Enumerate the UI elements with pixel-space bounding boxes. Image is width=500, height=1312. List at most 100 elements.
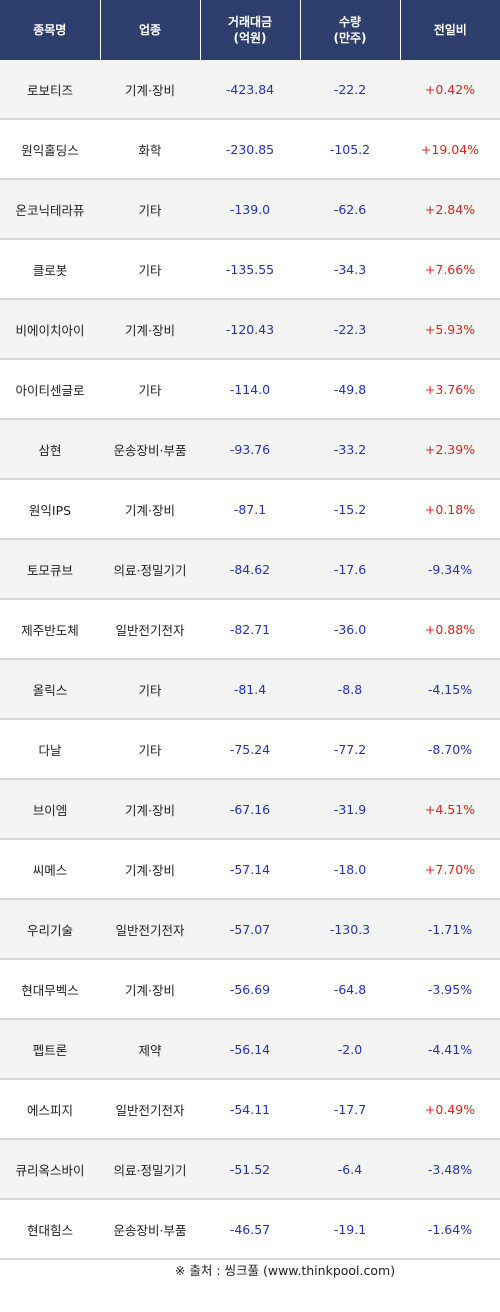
cell-sector: 기계·장비 <box>100 60 200 120</box>
cell-volume: -22.2 <box>300 60 400 120</box>
table-row: 우리기술 일반전기전자 -57.07 -130.3 -1.71% <box>0 899 500 960</box>
cell-name: 아이티센글로 <box>0 359 100 420</box>
cell-change: +2.39% <box>400 419 500 480</box>
cell-amount: -230.85 <box>200 119 300 180</box>
cell-amount: -120.43 <box>200 299 300 360</box>
header-row: 종목명 업종 거래대금 (억원) 수량 (만주) 전일비 <box>0 0 500 60</box>
cell-volume: -6.4 <box>300 1139 400 1200</box>
header-change: 전일비 <box>400 0 500 60</box>
cell-volume: -33.2 <box>300 419 400 480</box>
cell-sector: 기타 <box>100 719 200 780</box>
cell-name: 로보티즈 <box>0 60 100 120</box>
table-row: 아이티센글로 기타 -114.0 -49.8 +3.76% <box>0 359 500 420</box>
cell-change: +19.04% <box>400 119 500 180</box>
cell-sector: 일반전기전자 <box>100 599 200 660</box>
cell-change: +3.76% <box>400 359 500 420</box>
cell-amount: -56.14 <box>200 1019 300 1080</box>
cell-sector: 기계·장비 <box>100 299 200 360</box>
cell-name: 다날 <box>0 719 100 780</box>
cell-change: +0.42% <box>400 60 500 120</box>
table-body: 로보티즈 기계·장비 -423.84 -22.2 +0.42% 원익홀딩스 화학 -230.8… <box>0 60 500 1260</box>
table-row: 비에이치아이 기계·장비 -120.43 -22.3 +5.93% <box>0 299 500 360</box>
cell-sector: 제약 <box>100 1019 200 1080</box>
cell-change: -3.95% <box>400 959 500 1020</box>
cell-sector: 일반전기전자 <box>100 899 200 960</box>
cell-volume: -19.1 <box>300 1199 400 1260</box>
cell-amount: -84.62 <box>200 539 300 600</box>
cell-change: +0.49% <box>400 1079 500 1140</box>
cell-change: -4.15% <box>400 659 500 720</box>
cell-sector: 기계·장비 <box>100 959 200 1020</box>
cell-name: 큐리옥스바이 <box>0 1139 100 1200</box>
cell-sector: 의료·정밀기기 <box>100 539 200 600</box>
cell-amount: -81.4 <box>200 659 300 720</box>
table-row: 클로봇 기타 -135.55 -34.3 +7.66% <box>0 239 500 300</box>
cell-amount: -423.84 <box>200 60 300 120</box>
table-row: 올릭스 기타 -81.4 -8.8 -4.15% <box>0 659 500 720</box>
cell-sector: 기타 <box>100 359 200 420</box>
cell-change: -8.70% <box>400 719 500 780</box>
cell-change: +7.66% <box>400 239 500 300</box>
table-row: 다날 기타 -75.24 -77.2 -8.70% <box>0 719 500 780</box>
cell-volume: -15.2 <box>300 479 400 540</box>
cell-change: -9.34% <box>400 539 500 600</box>
cell-change: -3.48% <box>400 1139 500 1200</box>
cell-amount: -54.11 <box>200 1079 300 1140</box>
cell-amount: -57.14 <box>200 839 300 900</box>
cell-sector: 기계·장비 <box>100 779 200 840</box>
cell-name: 비에이치아이 <box>0 299 100 360</box>
cell-amount: -93.76 <box>200 419 300 480</box>
table-row: 제주반도체 일반전기전자 -82.71 -36.0 +0.88% <box>0 599 500 660</box>
cell-change: +0.18% <box>400 479 500 540</box>
cell-sector: 운송장비·부품 <box>100 419 200 480</box>
header-name: 종목명 <box>0 0 101 60</box>
cell-amount: -56.69 <box>200 959 300 1020</box>
cell-volume: -17.7 <box>300 1079 400 1140</box>
cell-change: -1.64% <box>400 1199 500 1260</box>
table-row: 펩트론 제약 -56.14 -2.0 -4.41% <box>0 1019 500 1080</box>
table-row: 온코닉테라퓨 기타 -139.0 -62.6 +2.84% <box>0 179 500 240</box>
cell-volume: -31.9 <box>300 779 400 840</box>
cell-amount: -135.55 <box>200 239 300 300</box>
cell-sector: 기타 <box>100 239 200 300</box>
cell-volume: -49.8 <box>300 359 400 420</box>
cell-change: +5.93% <box>400 299 500 360</box>
cell-volume: -64.8 <box>300 959 400 1020</box>
header-volume: 수량 (만주) <box>300 0 401 60</box>
table-row: 현대무벡스 기계·장비 -56.69 -64.8 -3.95% <box>0 959 500 1020</box>
table-row: 브이엠 기계·장비 -67.16 -31.9 +4.51% <box>0 779 500 840</box>
cell-name: 브이엠 <box>0 779 100 840</box>
cell-amount: -57.07 <box>200 899 300 960</box>
table-row: 씨메스 기계·장비 -57.14 -18.0 +7.70% <box>0 839 500 900</box>
cell-name: 삼현 <box>0 419 100 480</box>
cell-sector: 의료·정밀기기 <box>100 1139 200 1200</box>
cell-amount: -82.71 <box>200 599 300 660</box>
cell-volume: -130.3 <box>300 899 400 960</box>
cell-name: 원익IPS <box>0 479 100 540</box>
cell-sector: 기계·장비 <box>100 839 200 900</box>
cell-name: 토모큐브 <box>0 539 100 600</box>
cell-change: +7.70% <box>400 839 500 900</box>
cell-name: 현대힘스 <box>0 1199 100 1260</box>
table-row: 큐리옥스바이 의료·정밀기기 -51.52 -6.4 -3.48% <box>0 1139 500 1200</box>
cell-volume: -22.3 <box>300 299 400 360</box>
cell-sector: 운송장비·부품 <box>100 1199 200 1260</box>
cell-amount: -46.57 <box>200 1199 300 1260</box>
cell-amount: -87.1 <box>200 479 300 540</box>
table-row: 토모큐브 의료·정밀기기 -84.62 -17.6 -9.34% <box>0 539 500 600</box>
table-row: 에스피지 일반전기전자 -54.11 -17.7 +0.49% <box>0 1079 500 1140</box>
cell-amount: -139.0 <box>200 179 300 240</box>
cell-name: 제주반도체 <box>0 599 100 660</box>
cell-volume: -105.2 <box>300 119 400 180</box>
cell-change: +0.88% <box>400 599 500 660</box>
cell-sector: 화학 <box>100 119 200 180</box>
cell-name: 에스피지 <box>0 1079 100 1140</box>
header-sector: 업종 <box>100 0 201 60</box>
cell-change: -1.71% <box>400 899 500 960</box>
cell-volume: -36.0 <box>300 599 400 660</box>
table-row: 현대힘스 운송장비·부품 -46.57 -19.1 -1.64% <box>0 1199 500 1260</box>
source-note: ※ 출처 : 씽크풀 (www.thinkpool.com) <box>174 1263 396 1278</box>
cell-amount: -75.24 <box>200 719 300 780</box>
cell-volume: -34.3 <box>300 239 400 300</box>
